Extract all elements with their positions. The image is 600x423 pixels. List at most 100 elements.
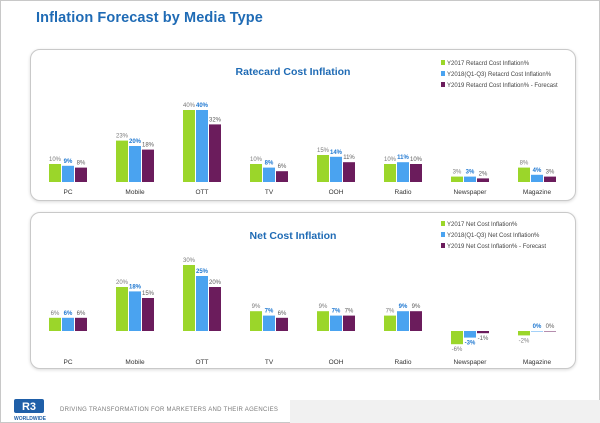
- chart-1-bar-radio-2: [410, 311, 422, 331]
- chart-0-bar-radio-0: [384, 164, 396, 182]
- chart-1-data-label-ott-2: 20%: [209, 280, 222, 286]
- chart-1-bar-magazine-1: [531, 331, 543, 332]
- net-cost-panel: Net Cost Inflation Y2017 Net Cost Inflati…: [30, 212, 576, 369]
- chart-1-bar-mobile-0: [116, 287, 128, 331]
- chart-1-data-label-tv-2: 6%: [278, 311, 287, 317]
- chart-0-legend-label-0: Y2017 Retacrd Cost Inflation%: [447, 61, 530, 67]
- ratecard-chart: Ratecard Cost Inflation Y2017 Retacrd Cos…: [49, 60, 558, 196]
- chart-0-bar-radio-2: [410, 164, 422, 182]
- chart-1-category-radio: Radio: [395, 359, 412, 366]
- chart-0-bar-mobile-0: [116, 140, 128, 182]
- chart-1-category-magazine: Magazine: [523, 359, 552, 366]
- chart-0-data-label-ott-0: 40%: [183, 103, 196, 109]
- chart-1-data-label-tv-1: 7%: [265, 309, 274, 315]
- chart-0-data-label-newspaper-2: 2%: [479, 171, 488, 177]
- chart-0-bar-radio-1: [397, 162, 409, 182]
- chart-0-data-label-tv-0: 10%: [250, 157, 263, 163]
- chart-0-bar-magazine-0: [518, 167, 530, 182]
- chart-1-data-label-pc-2: 6%: [77, 311, 86, 317]
- chart-0-legend-swatch-0: [441, 60, 445, 65]
- chart-0-data-label-newspaper-0: 3%: [453, 170, 462, 176]
- chart-0-bar-newspaper-0: [451, 176, 463, 182]
- chart-0-bar-ooh-1: [330, 156, 342, 182]
- chart-1-bar-newspaper-0: [451, 331, 463, 345]
- chart-1-data-label-radio-2: 9%: [412, 304, 421, 310]
- chart-0-category-pc: PC: [63, 189, 72, 196]
- chart-0-data-label-pc-2: 8%: [77, 161, 86, 167]
- chart-0-data-label-radio-2: 10%: [410, 157, 423, 163]
- chart-1-data-label-ooh-0: 9%: [319, 304, 328, 310]
- chart-1-legend-label-1: Y2018(Q1-Q3) Net Cost Inflation%: [447, 233, 540, 239]
- chart-0-bar-newspaper-2: [477, 178, 489, 182]
- chart-0-bar-ott-1: [196, 110, 208, 182]
- chart-1-bar-tv-0: [250, 311, 262, 331]
- chart-1-bar-radio-0: [384, 315, 396, 331]
- footer-band: [290, 400, 600, 423]
- chart-0-bar-ott-0: [183, 110, 195, 182]
- chart-0-category-mobile: Mobile: [125, 189, 145, 196]
- chart-1-data-label-newspaper-2: -1%: [478, 336, 489, 342]
- chart-1-bar-ooh-0: [317, 311, 329, 331]
- chart-0-data-label-ooh-0: 15%: [317, 148, 330, 154]
- chart-1-data-label-magazine-0: -2%: [519, 338, 530, 344]
- chart-0-category-magazine: Magazine: [523, 189, 552, 196]
- chart-0-data-label-magazine-2: 3%: [546, 170, 555, 176]
- chart-1-legend-label-0: Y2017 Net Cost Inflation%: [447, 222, 518, 228]
- chart-1-data-label-tv-0: 9%: [252, 304, 261, 310]
- chart-0-data-label-radio-0: 10%: [384, 157, 397, 163]
- chart-1-bar-mobile-2: [142, 298, 154, 331]
- chart-1-data-label-newspaper-0: -6%: [452, 347, 463, 353]
- chart-1-title: Net Cost Inflation: [250, 230, 337, 242]
- chart-1-category-newspaper: Newspaper: [454, 359, 488, 366]
- chart-0-legend-label-1: Y2018(Q1-Q3) Retacrd Cost Inflation%: [447, 72, 552, 78]
- chart-0-bar-ooh-2: [343, 162, 355, 182]
- chart-1-category-pc: PC: [63, 359, 72, 366]
- chart-1-data-label-ott-0: 30%: [183, 258, 196, 264]
- chart-1-category-mobile: Mobile: [125, 359, 145, 366]
- chart-1-data-label-mobile-2: 15%: [142, 291, 155, 297]
- chart-1-category-ott: OTT: [196, 359, 209, 366]
- chart-1-bar-pc-0: [49, 317, 61, 331]
- chart-1-bar-ott-2: [209, 287, 221, 331]
- chart-0-data-label-pc-0: 10%: [49, 157, 62, 163]
- logo-word: WORLDWIDE: [14, 416, 47, 422]
- chart-0-data-label-tv-2: 6%: [278, 164, 287, 170]
- chart-1-bar-ooh-1: [330, 315, 342, 331]
- chart-0-bar-tv-0: [250, 164, 262, 182]
- ratecard-panel: Ratecard Cost Inflation Y2017 Retacrd Cos…: [30, 49, 576, 201]
- chart-0-bar-pc-1: [62, 165, 74, 182]
- chart-1-bar-ooh-2: [343, 315, 355, 331]
- chart-0-bar-mobile-1: [129, 146, 141, 182]
- chart-1-bar-ott-0: [183, 265, 195, 331]
- chart-0-bar-ott-2: [209, 124, 221, 182]
- logo-mark-bg: [14, 399, 44, 413]
- chart-0-bar-pc-2: [75, 167, 87, 182]
- chart-0-legend-label-2: Y2019 Retacrd Cost Inflation% - Forecast: [447, 83, 558, 89]
- chart-1-category-tv: TV: [265, 359, 274, 366]
- chart-0-data-label-radio-1: 11%: [397, 155, 409, 161]
- chart-1-bar-tv-2: [276, 317, 288, 331]
- chart-1-bar-pc-1: [62, 317, 74, 331]
- chart-0-data-label-ott-1: 40%: [196, 103, 209, 109]
- chart-1-data-label-pc-0: 6%: [51, 311, 60, 317]
- chart-0-bar-magazine-1: [531, 174, 543, 182]
- chart-0-data-label-pc-1: 9%: [64, 159, 73, 165]
- chart-1-data-label-mobile-0: 20%: [116, 280, 129, 286]
- chart-0-bar-pc-0: [49, 164, 61, 182]
- chart-1-legend-swatch-1: [441, 232, 445, 237]
- chart-0-bar-tv-1: [263, 167, 275, 182]
- chart-0-bar-magazine-2: [544, 176, 556, 182]
- chart-0-data-label-mobile-1: 20%: [129, 139, 142, 145]
- chart-1-data-label-ooh-1: 7%: [332, 309, 341, 315]
- chart-0-category-ott: OTT: [196, 189, 209, 196]
- chart-1-data-label-radio-0: 7%: [386, 309, 395, 315]
- chart-0-category-radio: Radio: [395, 189, 412, 196]
- chart-0-title: Ratecard Cost Inflation: [236, 66, 351, 78]
- chart-1-data-label-ooh-2: 7%: [345, 309, 354, 315]
- chart-1-bar-mobile-1: [129, 291, 141, 331]
- footer-tagline: DRIVING TRANSFORMATION FOR MARKETERS AND…: [60, 407, 279, 413]
- chart-1-data-label-newspaper-1: -3%: [465, 341, 476, 347]
- chart-0-bar-mobile-2: [142, 149, 154, 182]
- chart-1-data-label-pc-1: 6%: [64, 311, 73, 317]
- chart-1-data-label-magazine-2: 0%: [546, 324, 555, 330]
